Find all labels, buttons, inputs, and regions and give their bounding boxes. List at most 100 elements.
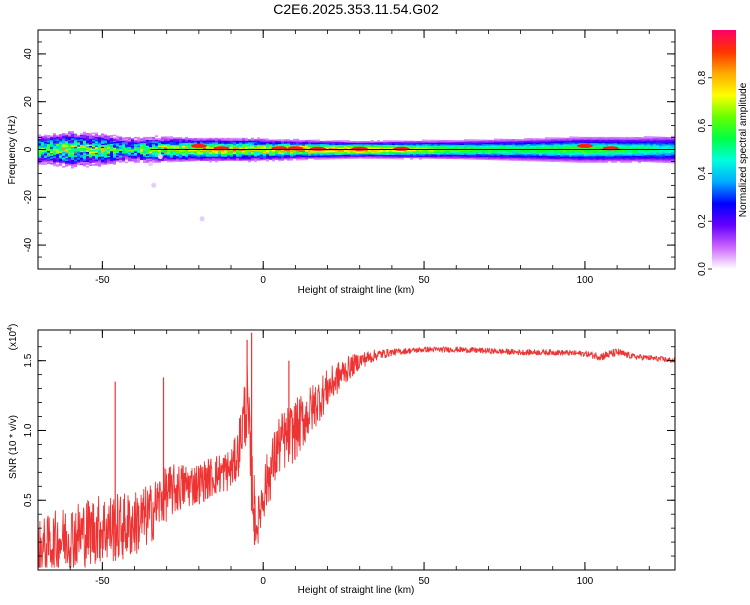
spectrogram-cell <box>56 137 59 140</box>
spectrogram-cell <box>320 145 323 147</box>
spectrogram-cell <box>620 142 623 145</box>
spectrogram-cell <box>413 149 416 152</box>
spectrogram-cell <box>185 151 188 153</box>
spectrogram-cell <box>416 155 419 157</box>
spectrogram-cell <box>257 146 260 148</box>
spectrogram-cell <box>380 153 383 155</box>
spectrogram-cell <box>620 155 623 158</box>
spectrogram-cell <box>419 151 422 153</box>
spectrogram-cell <box>593 138 596 140</box>
spectrogram-cell <box>578 156 581 159</box>
spectrogram-cell <box>53 144 56 147</box>
spectrogram-cell <box>281 156 284 159</box>
spectrogram-cell <box>194 138 197 140</box>
spectrogram-cell <box>125 138 128 141</box>
spectrogram-cell <box>560 160 563 163</box>
spectrogram-cell <box>314 145 317 147</box>
spectrogram-cell <box>635 157 638 159</box>
spectrogram-cell <box>77 159 80 161</box>
spectrogram-cell <box>263 158 266 161</box>
spectrogram-cell <box>623 156 626 159</box>
spectrogram-cell <box>473 155 476 157</box>
spectrogram-cell <box>479 158 482 160</box>
spectrogram-cell <box>62 160 65 162</box>
spectrogram-cell <box>296 155 299 158</box>
spectrogram-cell <box>476 143 479 146</box>
spectrogram-cell <box>614 141 617 143</box>
spectrogram-cell <box>92 132 95 135</box>
spectrogram-cell <box>338 154 341 157</box>
spectrogram-cell <box>152 138 155 140</box>
spectrogram-cell <box>101 152 104 154</box>
spectrogram-cell <box>479 149 482 152</box>
spectrogram-cell <box>101 146 104 149</box>
spectrogram-cell <box>125 154 128 156</box>
spectrogram-cell <box>110 160 113 163</box>
spectrogram-cell <box>305 144 308 146</box>
spectrogram-cell <box>596 156 599 159</box>
spectrogram-cell <box>107 135 110 138</box>
spectrogram-cell <box>416 150 419 153</box>
spectrogram-cell <box>125 152 128 155</box>
spectrogram-cell <box>194 152 197 154</box>
spectrogram-cell <box>626 141 629 143</box>
spectrogram-cell <box>410 152 413 154</box>
spectrogram-cell <box>263 141 266 144</box>
spectrogram-cell <box>539 139 542 142</box>
spectrogram-cell <box>641 143 644 145</box>
spectrogram-cell <box>659 139 662 142</box>
spectrogram-cell <box>152 151 155 153</box>
spectrogram-cell <box>92 135 95 138</box>
spectrogram-cell <box>65 136 68 138</box>
spectrogram-cell <box>545 157 548 159</box>
spectrogram-cell <box>446 147 449 149</box>
spectrogram-cell <box>176 157 179 160</box>
spectrogram-cell <box>215 155 218 157</box>
spectrogram-cell <box>92 145 95 148</box>
spectrogram-cell <box>470 149 473 151</box>
spectrogram-cell <box>179 144 182 147</box>
spectrogram-cell <box>362 155 365 158</box>
spectrogram-cell <box>80 143 83 145</box>
spectrogram-cell <box>527 142 530 144</box>
spectrogram-cell <box>512 143 515 145</box>
spectrogram-cell <box>77 153 80 156</box>
spectrogram-cell <box>497 140 500 142</box>
spectrogram-cell <box>92 148 95 151</box>
spectrogram-cell <box>518 157 521 160</box>
spectrogram-cell <box>59 162 62 165</box>
spectrogram-cell <box>275 158 278 160</box>
spectrogram-cell <box>452 141 455 144</box>
spectrogram-cell <box>539 157 542 159</box>
spectrogram-cell <box>587 161 590 163</box>
spectrogram-cell <box>323 149 326 152</box>
spectrogram-cell <box>200 157 203 160</box>
spectrogram-cell <box>53 150 56 152</box>
spectrogram-cell <box>470 145 473 147</box>
spectrogram-cell <box>668 144 671 146</box>
spectrogram-cell <box>467 140 470 143</box>
spectrogram-cell <box>476 142 479 144</box>
spectrogram-cell <box>74 143 77 146</box>
spectrogram-cell <box>275 140 278 143</box>
spectrogram-x-label: Height of straight line (km) <box>298 285 415 296</box>
spectrogram-cell <box>122 149 125 151</box>
spectrogram-cell <box>650 156 653 158</box>
spectrogram-cell <box>545 145 548 148</box>
spectrogram-cell <box>329 156 332 159</box>
spectrogram-cell <box>104 151 107 154</box>
spectrogram-cell <box>86 141 89 144</box>
spectrogram-cell <box>104 150 107 152</box>
spectrogram-cell <box>335 150 338 153</box>
spectrogram-cell <box>206 152 209 154</box>
spectrogram-cell <box>65 160 68 163</box>
spectrogram-cell <box>242 139 245 141</box>
spectrogram-cell <box>386 146 389 148</box>
spectrogram-cell <box>134 152 137 155</box>
spectrogram-cell <box>626 156 629 159</box>
spectrogram-cell <box>293 143 296 145</box>
spectrogram-cell <box>260 141 263 144</box>
spectrogram-cell <box>455 156 458 158</box>
spectrogram-cell <box>479 139 482 142</box>
spectrogram-cell <box>206 157 209 160</box>
